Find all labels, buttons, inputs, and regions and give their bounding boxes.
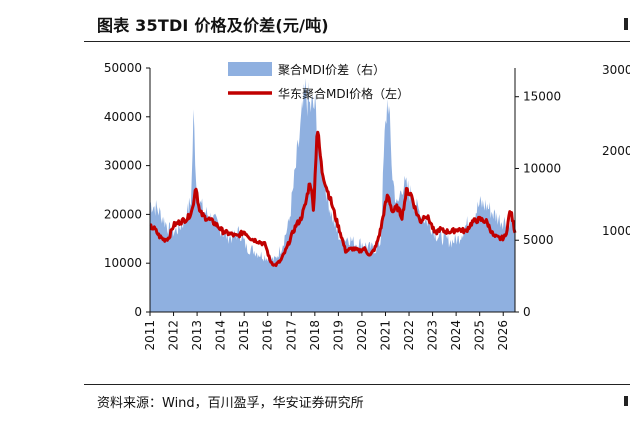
left-tick-label: 20000 xyxy=(104,207,142,221)
source-divider xyxy=(84,384,630,385)
legend-label-area: 聚合MDI价差（右） xyxy=(278,62,385,77)
adjacent-chart-ticks: 3000 2000 1000 xyxy=(602,63,630,238)
title-divider xyxy=(84,41,630,42)
x-tick-label: 2018 xyxy=(308,320,322,351)
adjacent-figure-edge-bottom xyxy=(624,396,628,406)
adjacent-tick-3000: 3000 xyxy=(602,63,630,77)
x-tick-label: 2025 xyxy=(473,320,487,351)
x-tick-label: 2013 xyxy=(190,320,204,351)
x-tick-label: 2019 xyxy=(331,320,345,351)
right-tick-label: 0 xyxy=(523,305,531,319)
figure-title: 图表 35TDI 价格及价差(元/吨) xyxy=(97,16,329,35)
axes: 0 10000 20000 30000 40000 50000 0 5000 10000 1500… xyxy=(104,61,561,351)
right-tick-label: 10000 xyxy=(523,161,561,175)
left-tick-label: 0 xyxy=(134,305,142,319)
x-tick-label: 2020 xyxy=(355,320,369,351)
x-tick-label: 2015 xyxy=(237,320,251,351)
plot-area xyxy=(149,78,517,313)
left-tick-label: 30000 xyxy=(104,159,142,173)
x-tick-label: 2016 xyxy=(261,320,275,351)
adjacent-figure-edge xyxy=(624,18,628,30)
x-tick-label: 2026 xyxy=(496,320,510,351)
x-tick-label: 2024 xyxy=(449,320,463,351)
adjacent-tick-2000: 2000 xyxy=(602,144,630,158)
right-tick-label: 15000 xyxy=(523,90,561,104)
legend: 聚合MDI价差（右） 华东聚合MDI价格（左） xyxy=(228,62,409,101)
x-tick-label: 2017 xyxy=(284,320,298,351)
right-tick-label: 5000 xyxy=(523,233,554,247)
legend-label-line: 华东聚合MDI价格（左） xyxy=(278,86,409,101)
left-tick-label: 10000 xyxy=(104,256,142,270)
left-tick-label: 40000 xyxy=(104,110,142,124)
x-tick-label: 2022 xyxy=(402,320,416,351)
left-tick-label: 50000 xyxy=(104,61,142,75)
x-tick-label: 2021 xyxy=(378,320,392,351)
series-area-mdi-spread xyxy=(150,78,515,313)
series-line-east-china-mdi-price xyxy=(149,130,517,268)
x-tick-label: 2023 xyxy=(426,320,440,351)
source-note: 资料来源：Wind，百川盈孚，华安证券研究所 xyxy=(97,396,364,411)
x-tick-label: 2014 xyxy=(214,320,228,351)
x-tick-label: 2011 xyxy=(143,320,157,351)
legend-swatch-area xyxy=(228,62,272,76)
adjacent-tick-1000: 1000 xyxy=(602,224,630,238)
x-tick-label: 2012 xyxy=(167,320,181,351)
